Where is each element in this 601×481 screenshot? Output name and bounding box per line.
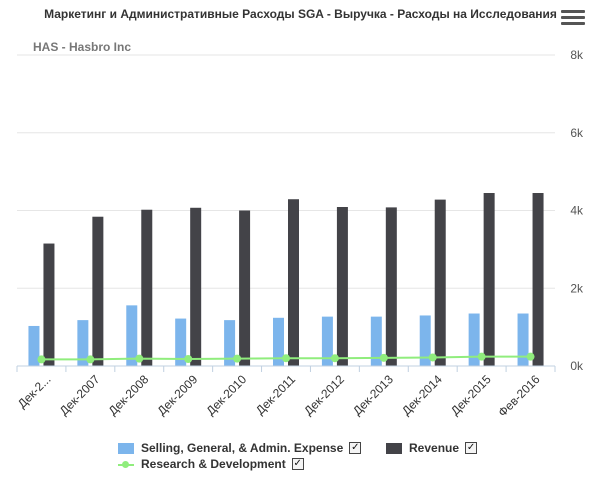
bar-sga — [224, 320, 236, 366]
chart-subtitle: HAS - Hasbro Inc — [33, 40, 132, 54]
bar-revenue — [43, 243, 55, 366]
x-tick-label: Дек-2... — [15, 372, 54, 411]
chart-title: Маркетинг и Административные Расходы SGA… — [44, 7, 557, 21]
x-tick-label: Дек-2010 — [203, 372, 249, 418]
point-rnd — [428, 353, 437, 362]
bar-revenue — [385, 207, 397, 366]
legend-swatch-rnd — [118, 459, 134, 470]
bar-revenue — [239, 210, 251, 366]
legend-checkbox-revenue[interactable]: ✓ — [465, 442, 478, 454]
bar-revenue — [483, 193, 495, 366]
x-tick-label: Дек-2013 — [350, 372, 396, 418]
legend-checkbox-rnd[interactable]: ✓ — [291, 458, 304, 470]
y-tick-label: 2k — [570, 281, 584, 295]
x-tick-label: Дек-2012 — [301, 372, 347, 418]
bar-revenue — [288, 199, 299, 366]
x-tick-label: Дек-2007 — [57, 372, 103, 418]
y-tick-label: 6k — [570, 126, 584, 140]
point-rnd — [233, 354, 242, 363]
bar-revenue — [92, 216, 104, 366]
x-tick-label: Дек-2008 — [106, 372, 152, 418]
point-rnd — [282, 354, 290, 363]
point-rnd — [86, 355, 95, 364]
line-series — [37, 352, 535, 364]
y-tick-label: 0k — [570, 359, 584, 373]
x-tick-label: Дек-2011 — [253, 372, 298, 417]
bar-sga — [77, 320, 89, 366]
legend-swatch-sga — [118, 442, 134, 454]
point-rnd — [37, 355, 46, 364]
bar-sga — [419, 315, 431, 366]
legend-checkbox-sga[interactable]: ✓ — [349, 442, 362, 454]
point-rnd — [330, 354, 339, 363]
bar-sga — [370, 316, 382, 366]
legend-item-rnd[interactable]: Research & Development ✓ — [118, 456, 304, 472]
bar-sga — [273, 317, 284, 366]
legend-label-revenue: Revenue — [409, 441, 460, 455]
legend-item-sga[interactable]: Selling, General, & Admin. Expense ✓ — [118, 440, 362, 456]
x-tick-label: Дек-2015 — [448, 372, 494, 418]
bar-revenue — [434, 199, 446, 366]
point-rnd — [477, 352, 486, 361]
bar-revenue — [141, 209, 153, 366]
legend-swatch-revenue — [386, 442, 402, 454]
bar-revenue — [336, 207, 348, 366]
bar-sga — [28, 325, 40, 366]
x-tick-label: Фев-2016 — [495, 372, 543, 420]
point-rnd — [379, 353, 388, 362]
x-tick-label: Дек-2009 — [155, 372, 201, 418]
bar-sga — [468, 313, 480, 366]
legend-label-rnd: Research & Development — [141, 457, 286, 471]
x-tick-label: Дек-2014 — [399, 372, 445, 418]
bar-sga — [321, 316, 333, 366]
bar-revenue — [190, 207, 202, 366]
legend-item-revenue[interactable]: Revenue ✓ — [386, 440, 478, 456]
bar-revenue — [532, 193, 544, 366]
point-rnd — [184, 355, 193, 364]
y-tick-label: 8k — [570, 48, 584, 62]
legend-label-sga: Selling, General, & Admin. Expense — [141, 441, 344, 455]
bar-sga — [517, 313, 529, 366]
point-rnd — [526, 352, 535, 361]
hamburger-menu-icon[interactable] — [561, 10, 585, 32]
point-rnd — [135, 354, 144, 363]
bar-sga — [175, 318, 187, 366]
y-tick-label: 4k — [570, 204, 584, 218]
bar-sga — [126, 305, 138, 366]
bar-series — [28, 193, 544, 366]
